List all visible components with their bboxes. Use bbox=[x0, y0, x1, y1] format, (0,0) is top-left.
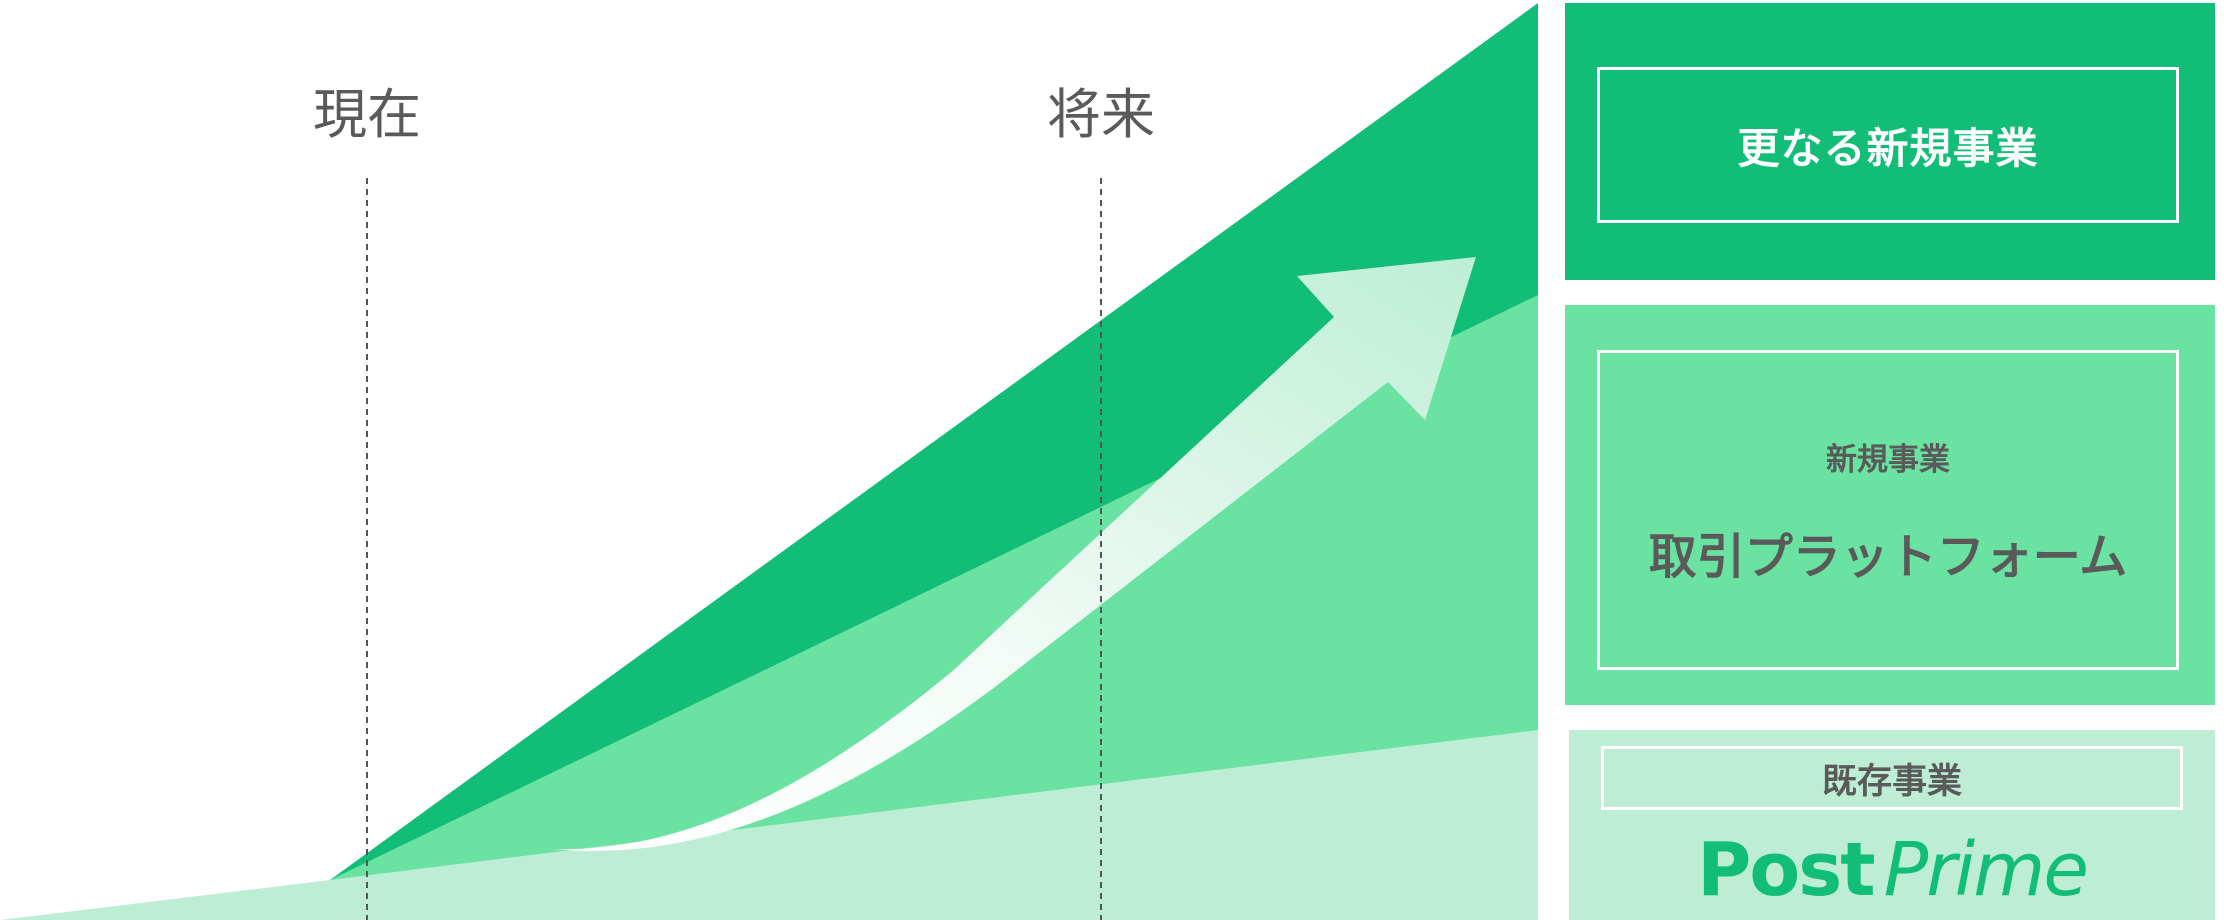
future-business-box: 更なる新規事業 bbox=[1597, 67, 2179, 223]
new-business-box: 新規事業 取引プラットフォーム bbox=[1597, 350, 2179, 670]
new-business-title: 取引プラットフォーム bbox=[1648, 528, 2128, 585]
existing-business-panel: 既存事業 Post Prime bbox=[1569, 730, 2215, 920]
new-business-panel: 新規事業 取引プラットフォーム bbox=[1565, 305, 2215, 705]
phase-label-future: 将来 bbox=[1047, 83, 1155, 146]
existing-business-area bbox=[0, 730, 1538, 920]
growth-arrow-icon bbox=[553, 257, 1476, 851]
growth-area-chart bbox=[0, 3, 1538, 920]
logo-post-text: Post bbox=[1697, 827, 1875, 913]
future-business-label: 更なる新規事業 bbox=[1737, 123, 2039, 173]
existing-business-box: 既存事業 bbox=[1601, 746, 2183, 810]
existing-business-label: 既存事業 bbox=[1821, 761, 1962, 802]
postprime-logo: Post Prime bbox=[1569, 825, 2215, 915]
new-business-subtitle: 新規事業 bbox=[1826, 441, 1950, 478]
logo-prime-text: Prime bbox=[1883, 827, 2089, 913]
future-business-panel: 更なる新規事業 bbox=[1565, 3, 2215, 280]
phase-label-now: 現在 bbox=[313, 83, 421, 146]
